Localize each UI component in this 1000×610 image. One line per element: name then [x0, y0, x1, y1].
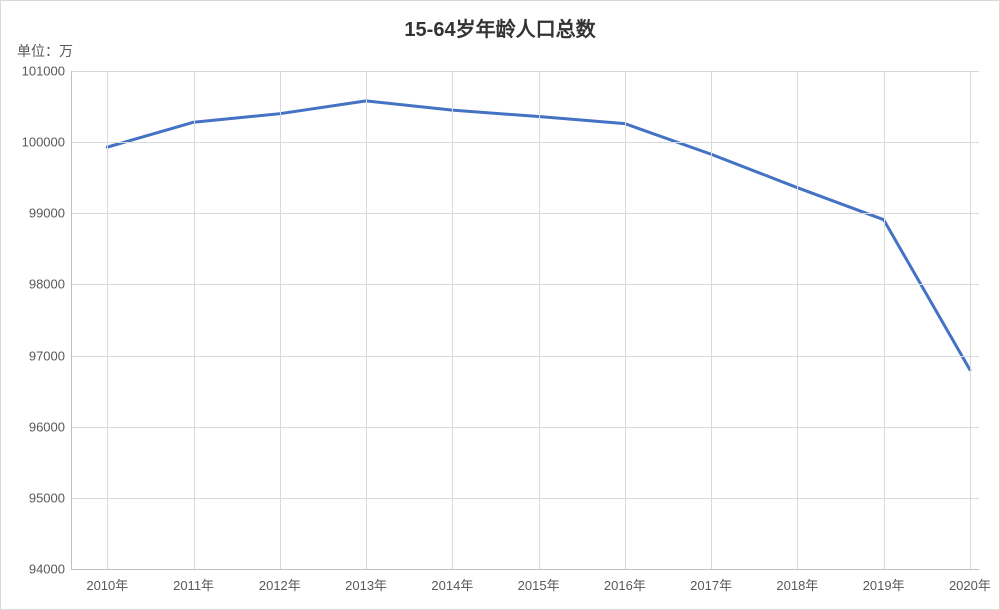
gridline-vertical: [366, 71, 367, 569]
gridline-horizontal: [71, 71, 979, 72]
x-tick-label: 2014年: [431, 575, 473, 594]
x-tick-label: 2016年: [604, 575, 646, 594]
chart-title: 15-64岁年龄人口总数: [1, 13, 999, 42]
x-tick-label: 2017年: [690, 575, 732, 594]
y-tick-label: 100000: [22, 135, 65, 150]
line-series: [71, 71, 979, 569]
gridline-vertical: [194, 71, 195, 569]
x-tick-label: 2019年: [863, 575, 905, 594]
x-tick-label: 2015年: [518, 575, 560, 594]
x-tick-label: 2013年: [345, 575, 387, 594]
chart-container: 15-64岁年龄人口总数 单位：万 9400095000960009700098…: [0, 0, 1000, 610]
y-tick-label: 95000: [29, 490, 65, 505]
y-tick-label: 99000: [29, 206, 65, 221]
y-tick-label: 96000: [29, 419, 65, 434]
plot-area: 9400095000960009700098000990001000001010…: [71, 71, 979, 569]
y-tick-label: 98000: [29, 277, 65, 292]
gridline-vertical: [711, 71, 712, 569]
gridline-vertical: [107, 71, 108, 569]
gridline-horizontal: [71, 498, 979, 499]
gridline-vertical: [280, 71, 281, 569]
x-tick-label: 2018年: [776, 575, 818, 594]
y-axis-line: [71, 71, 72, 569]
gridline-vertical: [797, 71, 798, 569]
gridline-horizontal: [71, 284, 979, 285]
gridline-horizontal: [71, 213, 979, 214]
gridline-horizontal: [71, 427, 979, 428]
gridline-vertical: [539, 71, 540, 569]
x-tick-label: 2012年: [259, 575, 301, 594]
y-tick-label: 94000: [29, 562, 65, 577]
gridline-horizontal: [71, 142, 979, 143]
y-tick-label: 97000: [29, 348, 65, 363]
x-tick-label: 2011年: [173, 575, 214, 594]
gridline-vertical: [452, 71, 453, 569]
gridline-horizontal: [71, 356, 979, 357]
unit-label: 单位：万: [17, 41, 73, 61]
y-tick-label: 101000: [22, 64, 65, 79]
x-tick-label: 2010年: [86, 575, 128, 594]
gridline-horizontal: [71, 569, 979, 570]
x-tick-label: 2020年: [949, 575, 991, 594]
gridline-vertical: [884, 71, 885, 569]
gridline-vertical: [970, 71, 971, 569]
gridline-vertical: [625, 71, 626, 569]
